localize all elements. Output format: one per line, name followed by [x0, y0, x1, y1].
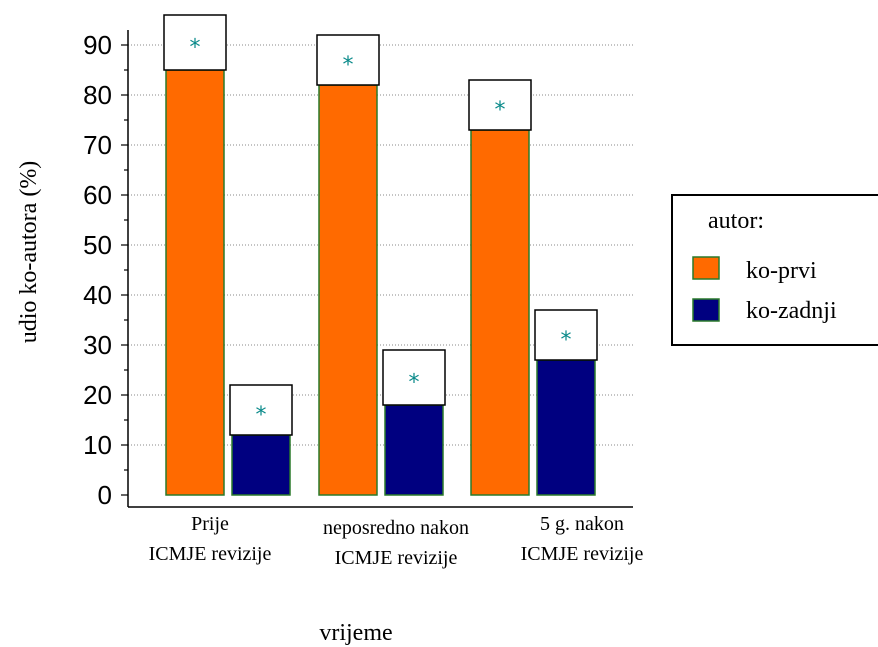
- significance-star: *: [495, 98, 506, 123]
- x-category-label: neposredno nakon: [323, 517, 469, 539]
- x-category-label: ICMJE revizije: [521, 543, 644, 565]
- y-tick-label: 40: [83, 280, 112, 310]
- error-box-ko-zadnji-1: [382, 349, 446, 406]
- significance-star: *: [256, 403, 267, 428]
- bar-ko-zadnji-1: [384, 404, 444, 496]
- x-category-label: Prije: [191, 513, 229, 535]
- y-tick-labels: 0 10 20 30 40 50 60 70 80 90: [83, 30, 112, 510]
- x-axis-title: vrijeme: [319, 620, 392, 646]
- y-axis-title: udio ko-autora (%): [16, 161, 42, 344]
- error-box-ko-prvi-2: [468, 79, 532, 131]
- y-tick-label: 10: [83, 430, 112, 460]
- x-category-labels: Prije ICMJE revizije neposredno nakon ICMJE…: [149, 513, 644, 569]
- significance-star: *: [561, 328, 572, 353]
- y-tick-label: 80: [83, 80, 112, 110]
- significance-star: *: [343, 53, 354, 78]
- bar-ko-prvi-1: [318, 84, 378, 496]
- legend-swatch-ko-prvi: [692, 256, 720, 280]
- bar-ko-prvi-2: [470, 129, 530, 496]
- x-category-label: 5 g. nakon: [540, 513, 624, 535]
- legend-swatch-ko-zadnji: [692, 298, 720, 322]
- error-box-ko-prvi-0: [163, 14, 227, 71]
- error-box-ko-prvi-1: [316, 34, 380, 86]
- bar-ko-prvi-0: [165, 69, 225, 496]
- axes: [121, 30, 633, 508]
- y-tick-label: 90: [83, 30, 112, 60]
- y-tick-label: 50: [83, 230, 112, 260]
- y-tick-label: 30: [83, 330, 112, 360]
- bars: [165, 69, 596, 496]
- x-category-label: ICMJE revizije: [149, 543, 272, 565]
- y-tick-label: 20: [83, 380, 112, 410]
- error-box-ko-zadnji-0: [229, 384, 293, 436]
- error-box-ko-zadnji-2: [534, 309, 598, 361]
- bar-ko-zadnji-2: [536, 359, 596, 496]
- y-tick-label: 0: [98, 480, 112, 510]
- y-tick-label: 70: [83, 130, 112, 160]
- significance-star: *: [190, 36, 201, 61]
- significance-star: *: [409, 371, 420, 396]
- legend-label-ko-prvi: ko-prvi: [746, 258, 817, 284]
- legend-label-ko-zadnji: ko-zadnji: [746, 298, 837, 324]
- x-category-label: ICMJE revizije: [335, 547, 458, 569]
- y-tick-label: 60: [83, 180, 112, 210]
- bar-ko-zadnji-0: [231, 434, 291, 496]
- legend: autor: ko-prvi ko-zadnji: [671, 194, 878, 346]
- legend-title: autor:: [708, 208, 764, 234]
- error-boxes: * * * * * *: [163, 14, 598, 436]
